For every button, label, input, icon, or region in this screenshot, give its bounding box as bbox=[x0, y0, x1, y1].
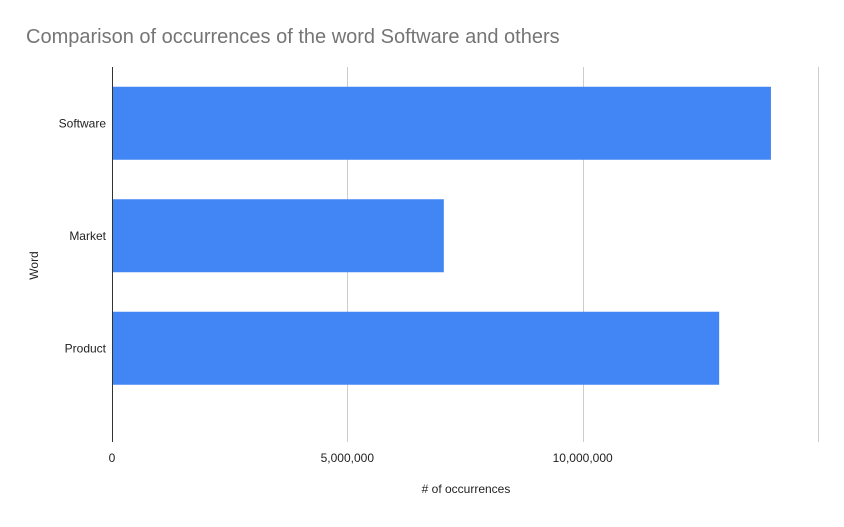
y-axis-title: Word bbox=[27, 251, 41, 279]
category-label: Software bbox=[59, 116, 107, 130]
x-axis-title: # of occurrences bbox=[422, 482, 511, 496]
category-label: Market bbox=[69, 229, 106, 243]
bar bbox=[112, 199, 444, 273]
x-tick-label: 10,000,000 bbox=[553, 451, 613, 465]
category-label: Product bbox=[65, 341, 107, 355]
chart-title: Comparison of occurrences of the word So… bbox=[26, 26, 560, 48]
x-tick-label: 5,000,000 bbox=[321, 451, 375, 465]
bar bbox=[112, 311, 720, 385]
x-tick-label: 0 bbox=[109, 451, 116, 465]
bar bbox=[112, 86, 771, 160]
